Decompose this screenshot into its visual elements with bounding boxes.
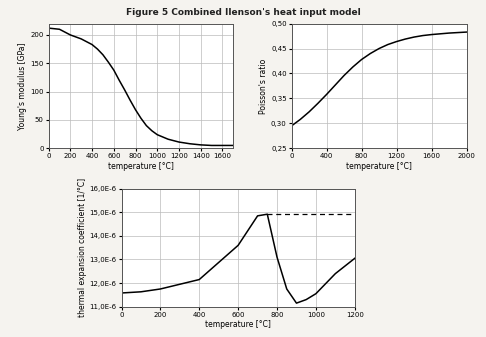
Text: Figure 5 Combined Ilenson's heat input model: Figure 5 Combined Ilenson's heat input m…: [125, 8, 361, 18]
X-axis label: temperature [°C]: temperature [°C]: [346, 162, 412, 171]
Y-axis label: Young's modulus [GPa]: Young's modulus [GPa]: [18, 42, 28, 130]
Y-axis label: Poisson's ratio: Poisson's ratio: [259, 58, 268, 114]
X-axis label: temperature [°C]: temperature [°C]: [205, 320, 271, 329]
X-axis label: temperature [°C]: temperature [°C]: [108, 162, 174, 171]
Y-axis label: thermal expansion coefficient [1/°C]: thermal expansion coefficient [1/°C]: [78, 178, 87, 317]
